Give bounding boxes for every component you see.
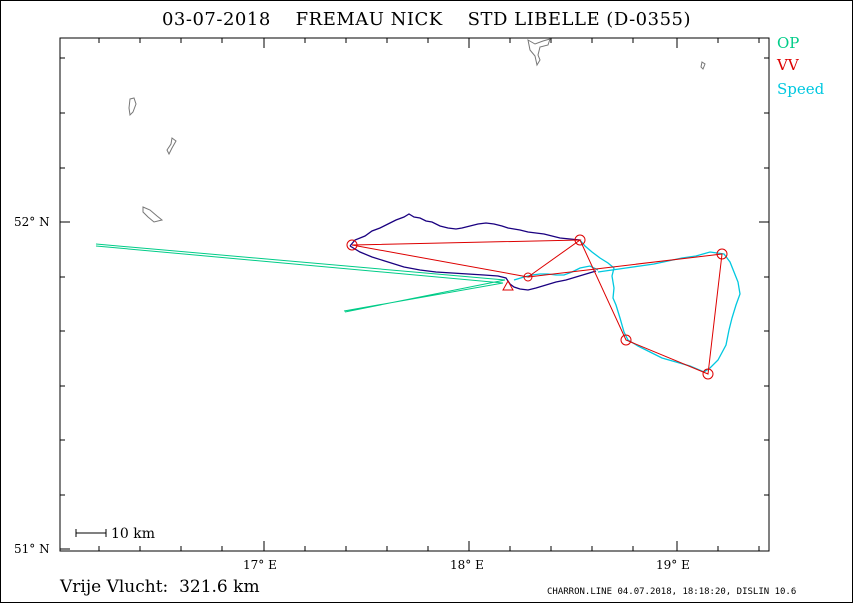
right-ticks bbox=[759, 57, 769, 496]
op-lines bbox=[95, 243, 506, 313]
track-north-loop bbox=[349, 213, 581, 247]
op-line-west bbox=[95, 243, 506, 313]
x-label-19e: 19° E bbox=[656, 558, 690, 572]
bottom-ticks bbox=[98, 541, 760, 551]
flight-track-dark bbox=[349, 213, 597, 291]
y-label-51n: 51° N bbox=[14, 542, 50, 556]
flight-track-speed bbox=[513, 239, 741, 373]
legend-vv: VV bbox=[777, 56, 799, 74]
turnpoint-north bbox=[574, 234, 586, 246]
turnpoint-southeast bbox=[702, 368, 714, 380]
turnpoint-start bbox=[523, 272, 533, 282]
task-route bbox=[346, 234, 728, 380]
left-ticks bbox=[60, 57, 70, 550]
track-west-return bbox=[349, 245, 597, 291]
top-ticks bbox=[98, 38, 760, 48]
generator-info: CHARRON.LINE 04.07.2018, 18:18:20, DISLI… bbox=[547, 587, 797, 597]
x-label-18e: 18° E bbox=[450, 558, 484, 572]
plot-area bbox=[59, 37, 770, 552]
task-east-quad bbox=[527, 239, 723, 375]
turnpoint-west bbox=[346, 239, 358, 251]
free-flight-distance: Vrije Vlucht: 321.6 km bbox=[60, 577, 260, 597]
legend-op: OP bbox=[777, 34, 800, 52]
legend-speed: Speed bbox=[777, 80, 825, 98]
task-west-triangle bbox=[351, 239, 582, 278]
turnpoint-south bbox=[620, 334, 632, 346]
track-east-loop bbox=[579, 239, 741, 373]
scale-bar-label: 10 km bbox=[111, 526, 155, 542]
x-label-17e: 17° E bbox=[243, 558, 277, 572]
turnpoint-northeast bbox=[716, 248, 728, 260]
lake-outline-4 bbox=[527, 38, 551, 67]
lake-outlines bbox=[128, 38, 706, 223]
flight-title: 03-07-2018 FREMAU NICK STD LIBELLE (D-03… bbox=[161, 9, 692, 30]
y-label-52n: 52° N bbox=[14, 215, 50, 229]
lake-outline-3 bbox=[142, 206, 164, 223]
start-triangle bbox=[502, 279, 514, 291]
lake-outline-1 bbox=[128, 97, 137, 117]
lake-outline-5 bbox=[700, 61, 706, 70]
scale-bar bbox=[75, 529, 107, 537]
lake-outline-2 bbox=[166, 137, 177, 156]
